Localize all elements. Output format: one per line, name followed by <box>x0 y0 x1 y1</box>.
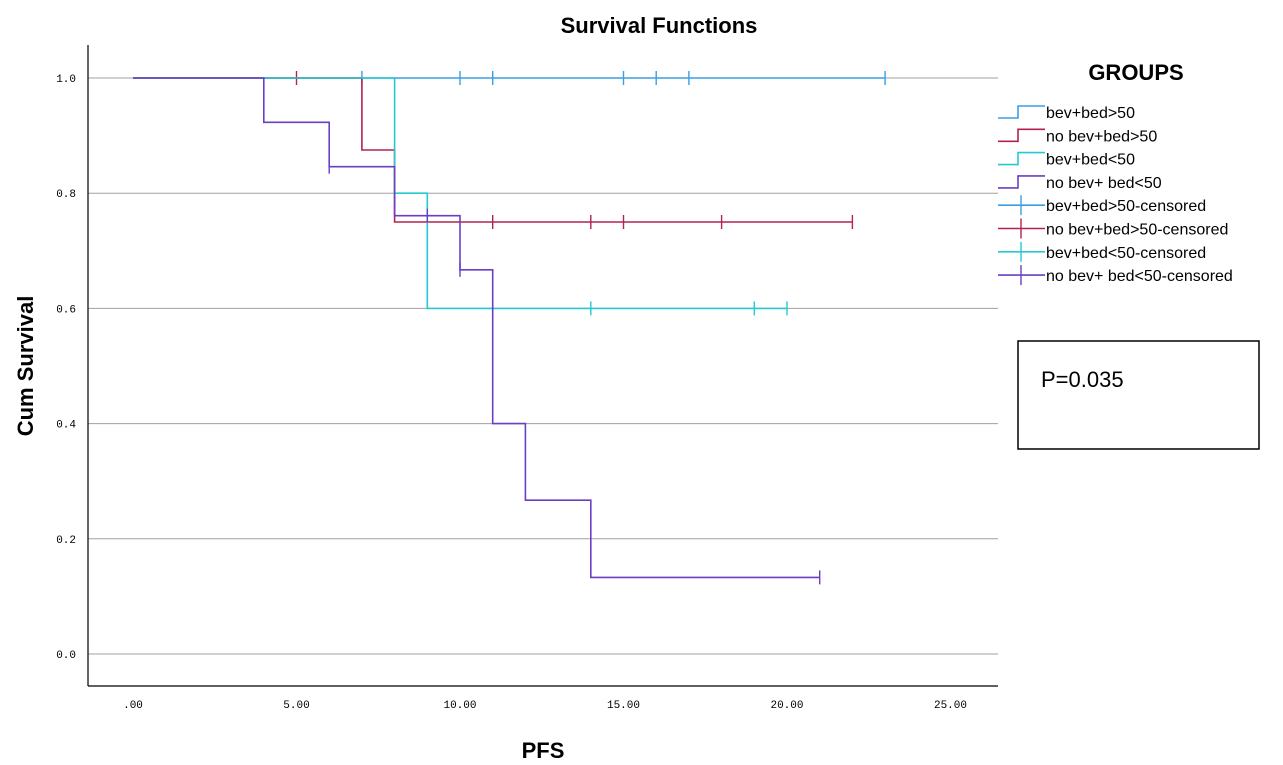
chart-title: Survival Functions <box>561 13 758 38</box>
y-tick-label: 1.0 <box>56 74 76 86</box>
legend: bev+bed>50 no bev+bed>50 bev+bed<50 no bev+… <box>998 105 1233 286</box>
legend-swatch-step <box>998 151 1045 166</box>
p-value-text: P=0.035 <box>1041 367 1124 392</box>
p-value-box <box>1017 340 1260 450</box>
legend-label: bev+bed>50-censored <box>1046 198 1206 215</box>
x-tick-label: 5.00 <box>283 700 309 712</box>
legend-label: no bev+bed>50 <box>1046 128 1157 145</box>
x-tick-label: 10.00 <box>443 700 476 712</box>
gridlines <box>88 77 998 655</box>
legend-swatch-step <box>998 105 1045 119</box>
series-layer <box>133 71 886 585</box>
legend-label: bev+bed<50 <box>1046 152 1135 169</box>
x-tick-label: .00 <box>123 700 143 712</box>
legend-title: GROUPS <box>1088 60 1183 85</box>
legend-label: no bev+bed>50-censored <box>1046 222 1228 239</box>
legend-swatch-step <box>998 175 1045 189</box>
y-tick-label: 0.8 <box>56 189 76 201</box>
axes <box>87 45 998 687</box>
legend-label: no bev+ bed<50-censored <box>1046 268 1233 285</box>
legend-label: bev+bed<50-censored <box>1046 245 1206 262</box>
survival-curve-3 <box>133 77 787 310</box>
y-tick-labels: 0.0 0.2 0.4 0.6 0.8 1.0 <box>56 74 76 662</box>
x-tick-label: 20.00 <box>770 700 803 712</box>
x-axis-label: PFS <box>522 738 565 763</box>
legend-label: no bev+ bed<50 <box>1046 175 1162 192</box>
legend-swatch-step <box>998 128 1045 143</box>
survival-curve-4 <box>133 77 820 579</box>
x-tick-label: 15.00 <box>607 700 640 712</box>
legend-label: bev+bed>50 <box>1046 105 1135 122</box>
y-tick-label: 0.0 <box>56 650 76 662</box>
x-tick-labels: .00 5.00 10.00 15.00 20.00 25.00 <box>123 700 967 712</box>
x-tick-label: 25.00 <box>934 700 967 712</box>
y-tick-label: 0.4 <box>56 420 76 432</box>
y-tick-label: 0.2 <box>56 535 76 547</box>
survival-curve-2 <box>133 77 853 223</box>
y-axis-label: Cum Survival <box>13 296 38 437</box>
y-tick-label: 0.6 <box>56 304 76 316</box>
